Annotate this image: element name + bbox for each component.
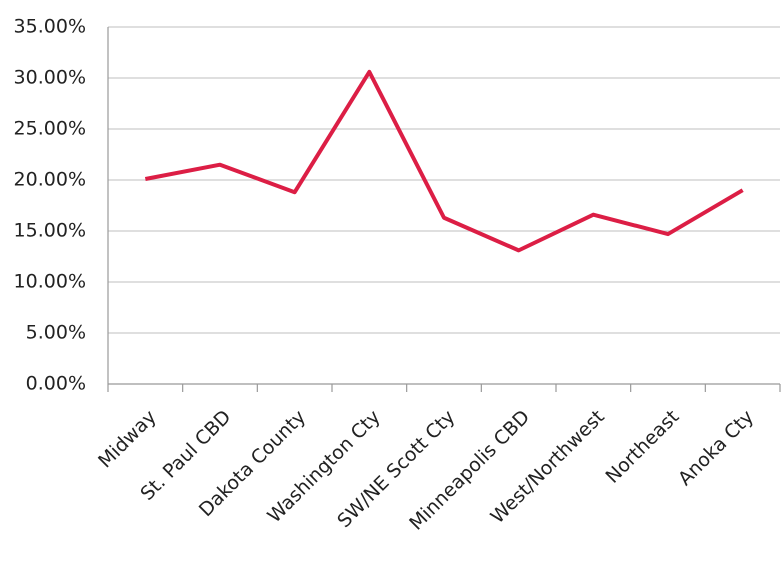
x-tick-label: Midway bbox=[94, 406, 161, 473]
x-tick-label: Anoka Cty bbox=[674, 406, 758, 490]
y-tick-label: 5.00% bbox=[26, 322, 86, 344]
y-tick-label: 25.00% bbox=[14, 118, 86, 140]
y-tick-label: 10.00% bbox=[14, 271, 86, 293]
y-tick-label: 15.00% bbox=[14, 220, 86, 242]
y-tick-label: 30.00% bbox=[14, 67, 86, 89]
y-tick-label: 20.00% bbox=[14, 169, 86, 191]
y-tick-label: 35.00% bbox=[14, 16, 86, 38]
y-tick-label: 0.00% bbox=[26, 373, 86, 395]
x-tick-label: Northeast bbox=[602, 406, 684, 488]
line-series bbox=[144, 69, 744, 253]
